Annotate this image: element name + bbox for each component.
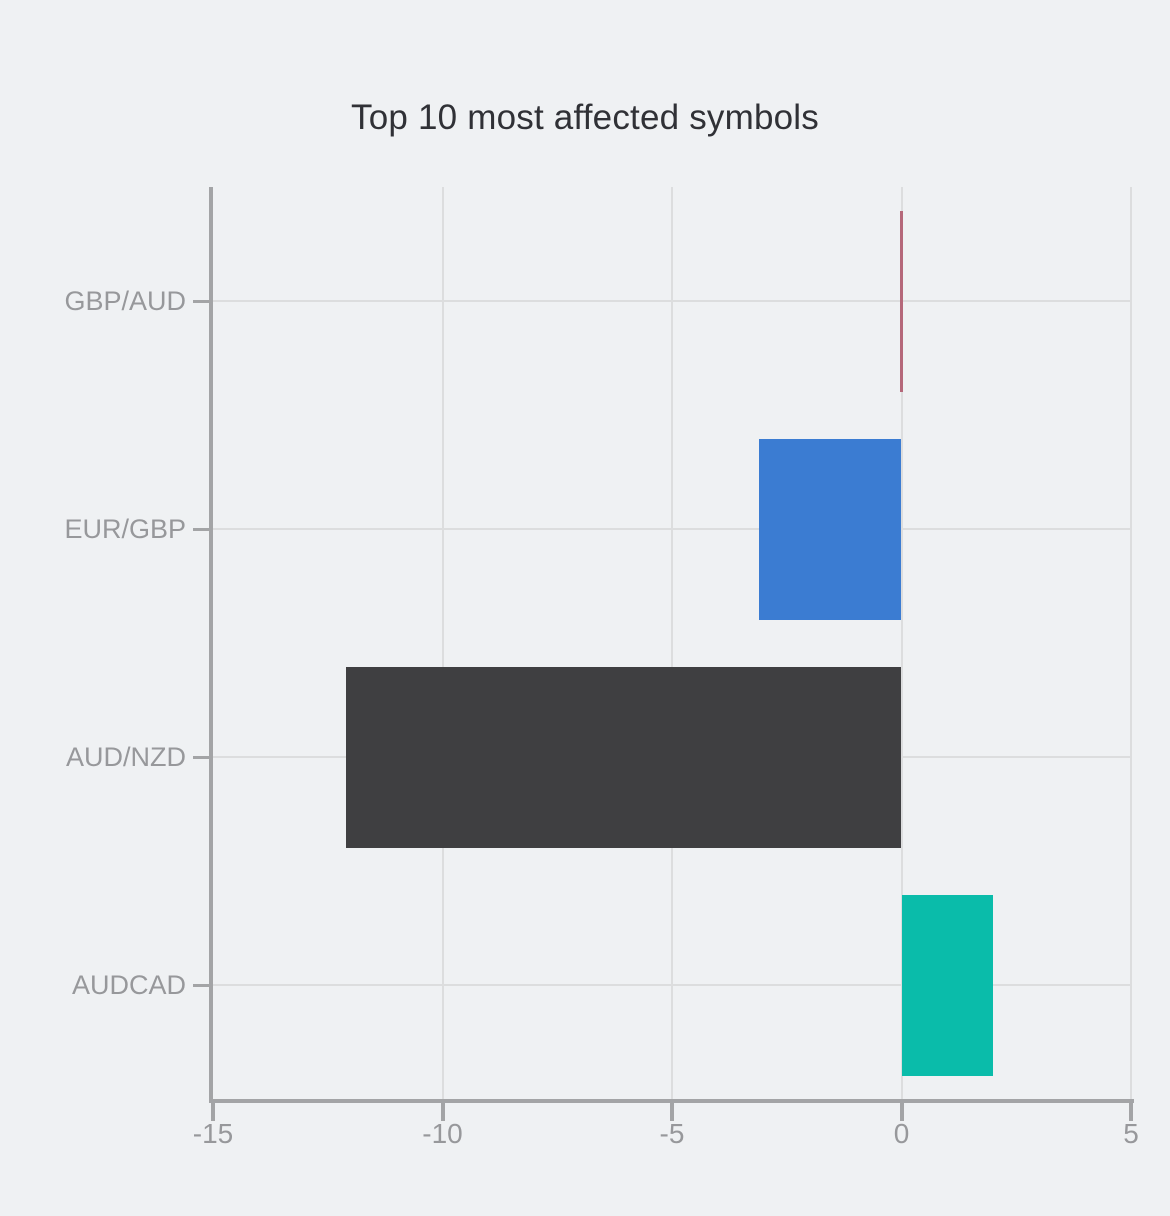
x-tick-mark — [899, 1103, 904, 1121]
x-tick-mark — [1129, 1103, 1133, 1121]
category-label-gbp-aud: GBP/AUD — [64, 285, 186, 316]
x-tick-mark — [211, 1103, 215, 1121]
category-label-eur-gbp: EUR/GBP — [64, 513, 186, 544]
chart-title: Top 10 most affected symbols — [351, 98, 819, 137]
bar-audcad — [901, 894, 994, 1076]
plot-area — [213, 187, 1132, 1099]
category-label-audcad: AUDCAD — [71, 969, 186, 1000]
y-tick-mark — [193, 755, 211, 759]
y-axis-spine — [209, 187, 213, 1103]
vertical-gridline — [441, 187, 444, 1099]
x-tick-mark — [440, 1103, 445, 1121]
category-label-aud-nzd: AUD/NZD — [66, 741, 186, 772]
x-tick-label: 0 — [893, 1118, 910, 1149]
x-tick-label: 5 — [1123, 1118, 1139, 1149]
x-tick-mark — [670, 1103, 674, 1121]
x-tick-label: -10 — [422, 1118, 463, 1149]
y-tick-mark — [193, 983, 211, 987]
bar-gbp-aud — [900, 210, 903, 392]
horizontal-gridline — [213, 528, 1131, 530]
bar-eur-gbp — [759, 438, 902, 620]
x-tick-label: -15 — [192, 1118, 234, 1149]
x-axis-spine — [209, 1099, 1134, 1103]
vertical-gridline — [1130, 187, 1132, 1099]
bar-aud-nzd — [346, 666, 902, 848]
y-tick-mark — [193, 527, 211, 531]
vertical-gridline — [671, 187, 673, 1099]
y-tick-mark — [193, 299, 211, 303]
vertical-gridline — [900, 187, 903, 1099]
horizontal-gridline — [213, 984, 1131, 986]
x-tick-label: -5 — [659, 1118, 685, 1149]
horizontal-gridline — [213, 300, 1131, 302]
